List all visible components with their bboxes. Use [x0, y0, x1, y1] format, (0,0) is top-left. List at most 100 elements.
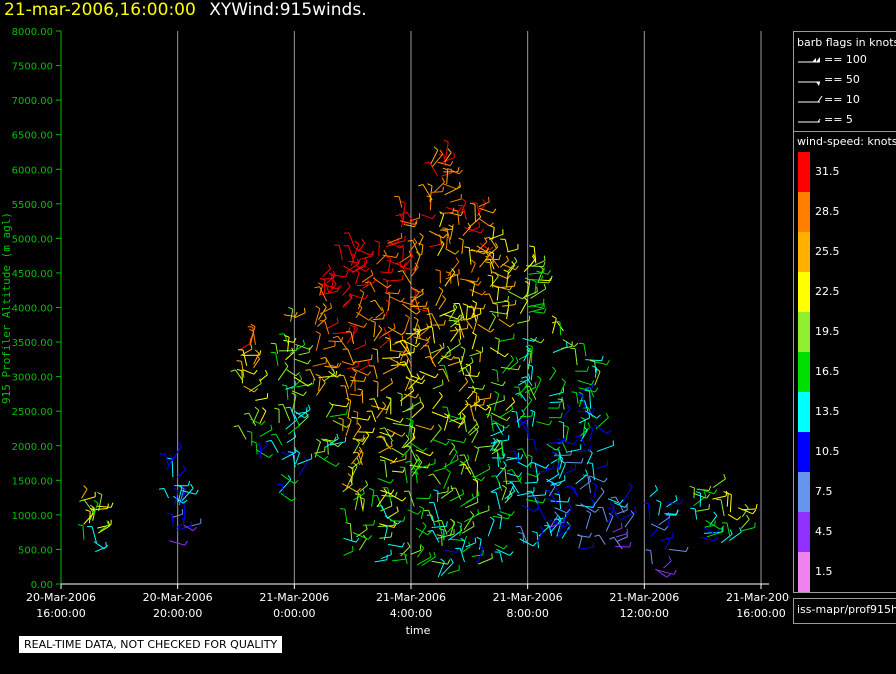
wind-barb [255, 449, 273, 459]
wind-barb [359, 496, 365, 512]
wind-barb [450, 487, 462, 500]
wind-barb [385, 274, 404, 282]
wind-barb [403, 340, 421, 348]
wind-barb [181, 483, 194, 501]
wind-barb [469, 346, 484, 357]
x-tick-label-date: 21-Mar-2006 [493, 591, 563, 604]
wind-barb [294, 307, 306, 319]
wind-barb [259, 407, 267, 424]
wind-barb [468, 247, 490, 253]
wind-barb [459, 417, 467, 432]
wind-barb [690, 507, 698, 520]
wind-barb [340, 385, 350, 402]
wind-barb [402, 303, 421, 315]
wind-barb [351, 446, 363, 465]
wind-barb [166, 513, 174, 527]
wind-barb [476, 536, 482, 550]
wind-barb [158, 487, 170, 499]
wind-barb [689, 485, 695, 499]
wind-barb [490, 482, 501, 493]
wind-barb [421, 551, 436, 566]
wind-barb [704, 520, 716, 528]
wind-barb [397, 392, 403, 406]
wind-barb [230, 369, 244, 381]
colorbar-label: 1.5 [815, 565, 833, 578]
wind-barb [405, 396, 422, 411]
wind-barb [458, 237, 464, 255]
wind-barb [289, 339, 306, 355]
x-tick-label-date: 20-Mar-2006 [143, 591, 213, 604]
x-tick-label-time: 4:00:00 [390, 607, 432, 620]
wind-barb [426, 313, 441, 330]
wind-barb [427, 529, 440, 543]
wind-barb [458, 204, 467, 220]
wind-barb [242, 369, 258, 375]
wind-barb [357, 289, 365, 310]
wind-barb [609, 536, 623, 550]
source-box [793, 598, 896, 624]
wind-barb [504, 490, 513, 504]
x-tick-label-date: 20-Mar-2006 [26, 591, 96, 604]
wind-barb [348, 258, 361, 264]
wind-barb [563, 404, 571, 418]
x-tick-label-time: 0:00:00 [273, 607, 315, 620]
wind-barb [386, 428, 406, 437]
wind-barb [424, 356, 437, 368]
wind-barb [575, 469, 589, 485]
wind-barb [372, 495, 384, 511]
wind-barb [536, 420, 553, 426]
wind-barb [536, 526, 545, 543]
colorbar-swatch [798, 272, 810, 312]
wind-speed-legend-title: wind-speed: knots [797, 135, 896, 148]
wind-barb [578, 412, 591, 424]
wind-barb [361, 250, 374, 260]
wind-barb [529, 245, 537, 264]
wind-barb [499, 467, 508, 485]
colorbar-swatch [798, 512, 810, 552]
wind-barb [580, 503, 600, 513]
wind-barb [284, 334, 290, 352]
wind-barb [328, 279, 337, 294]
x-tick-label-time: 16:00:00 [36, 607, 85, 620]
wind-barb [645, 549, 653, 565]
wind-barb [358, 449, 364, 466]
wind-barb [378, 440, 393, 454]
wind-barb [351, 294, 369, 300]
wind-barb [460, 541, 471, 554]
wind-barb [485, 254, 500, 269]
wind-barb [488, 251, 495, 264]
wind-barb [400, 341, 408, 361]
colorbar-swatch [798, 432, 810, 472]
wind-barb [423, 345, 434, 364]
wind-barb [577, 446, 592, 452]
wind-barb [498, 281, 516, 289]
wind-barb [741, 503, 758, 511]
wind-barb [385, 396, 392, 414]
y-tick-label: 6500.00 [12, 131, 53, 142]
wind-barb [460, 318, 473, 329]
wind-barb [184, 518, 202, 529]
wind-barb [491, 412, 511, 421]
wind-barb [380, 378, 394, 392]
wind-barb [280, 474, 299, 484]
wind-barb [243, 385, 259, 393]
wind-barb [377, 477, 394, 484]
wind-barb [399, 553, 408, 564]
wind-barb [663, 556, 672, 569]
colorbar-swatch [798, 392, 810, 432]
wind-barb [99, 520, 109, 532]
wind-barb [523, 345, 531, 362]
wind-barb [612, 522, 623, 533]
wind-barb [491, 271, 512, 280]
wind-barb [447, 167, 463, 175]
wind-barb [431, 559, 451, 565]
wind-barb [409, 213, 421, 222]
wind-barb [741, 503, 749, 517]
wind-barb [97, 519, 112, 529]
wind-barb [650, 523, 669, 531]
wind-barb [408, 418, 414, 436]
wind-barb [509, 450, 520, 463]
wind-barb [258, 440, 268, 455]
wind-barb [295, 343, 314, 350]
wind-barb [706, 526, 724, 538]
